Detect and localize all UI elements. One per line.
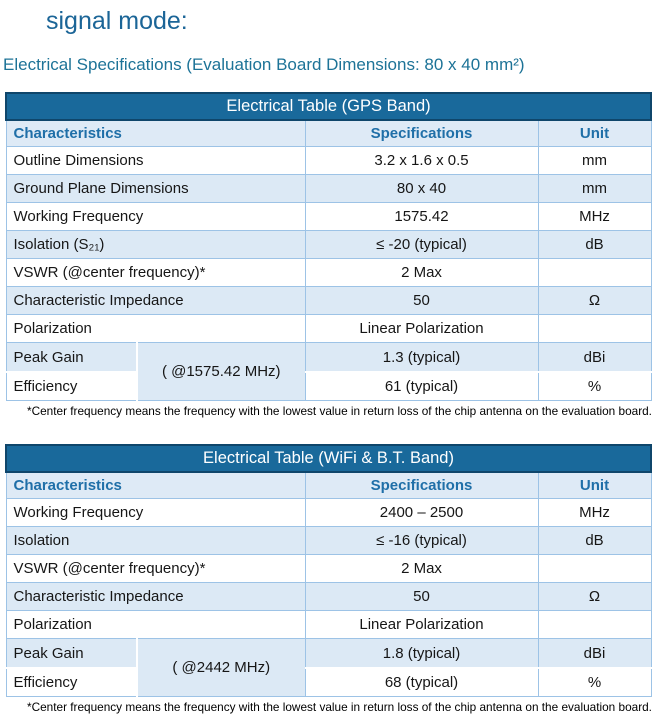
unit-cell: dB xyxy=(537,229,652,259)
gps-table-section: Electrical Table (GPS Band) Characterist… xyxy=(4,92,653,418)
table-header-row: Characteristics Specifications Unit xyxy=(5,471,652,499)
table-row: Efficiency 61 (typical) % xyxy=(5,371,652,401)
characteristic-cell: Working Frequency xyxy=(5,201,306,231)
gps-table: Electrical Table (GPS Band) Characterist… xyxy=(4,92,653,401)
specification-cell: 2 Max xyxy=(304,257,539,287)
table-row: Peak Gain ( @1575.42 MHz) 1.3 (typical) … xyxy=(5,341,652,401)
characteristic-cell: Isolation xyxy=(5,525,306,555)
unit-cell xyxy=(537,313,652,343)
characteristic-cell: Peak Gain xyxy=(5,637,138,670)
unit-cell xyxy=(537,553,652,583)
table-title-row: Electrical Table (WiFi & B.T. Band) xyxy=(4,444,653,474)
specification-cell: 1.8 (typical) xyxy=(304,637,539,670)
column-header-unit: Unit xyxy=(537,471,652,499)
table-row: Characteristic Impedance 50 Ω xyxy=(5,285,652,315)
column-header-specifications: Specifications xyxy=(304,471,539,499)
table-title: Electrical Table (WiFi & B.T. Band) xyxy=(4,444,653,474)
characteristic-cell: VSWR (@center frequency)* xyxy=(5,553,306,583)
specification-cell: 80 x 40 xyxy=(304,173,539,203)
specification-cell: 61 (typical) xyxy=(304,371,539,401)
table-row: Polarization Linear Polarization xyxy=(5,609,652,639)
table-title: Electrical Table (GPS Band) xyxy=(4,92,653,122)
characteristic-cell: Characteristic Impedance xyxy=(5,581,306,611)
specification-cell: Linear Polarization xyxy=(304,609,539,639)
table-row: Polarization Linear Polarization xyxy=(5,313,652,343)
table-row: Characteristic Impedance 50 Ω xyxy=(5,581,652,611)
characteristic-cell: Outline Dimensions xyxy=(5,145,306,175)
specification-cell: 3.2 x 1.6 x 0.5 xyxy=(304,145,539,175)
specification-cell: 1.3 (typical) xyxy=(304,341,539,374)
footnote: *Center frequency means the frequency wi… xyxy=(27,403,652,418)
page-title: signal mode: xyxy=(46,7,188,35)
specification-cell: 2400 – 2500 xyxy=(304,497,539,527)
unit-cell xyxy=(537,609,652,639)
characteristic-cell: Isolation (S₂₁) xyxy=(5,229,306,259)
unit-cell: dBi xyxy=(537,637,652,670)
specification-cell: ≤ -20 (typical) xyxy=(304,229,539,259)
unit-cell: Ω xyxy=(537,285,652,315)
unit-cell: Ω xyxy=(537,581,652,611)
specification-cell: Linear Polarization xyxy=(304,313,539,343)
table-header-row: Characteristics Specifications Unit xyxy=(5,119,652,147)
gain-condition-cell: ( @1575.42 MHz) xyxy=(136,341,306,401)
table-row: Efficiency 68 (typical) % xyxy=(5,667,652,697)
characteristic-cell: Efficiency xyxy=(5,371,138,401)
characteristic-cell: Polarization xyxy=(5,313,306,343)
gain-condition-cell: ( @2442 MHz) xyxy=(136,637,306,697)
table-row: VSWR (@center frequency)* 2 Max xyxy=(5,553,652,583)
table-row: Ground Plane Dimensions 80 x 40 mm xyxy=(5,173,652,203)
table-row: Working Frequency 2400 – 2500 MHz xyxy=(5,497,652,527)
characteristic-cell: Ground Plane Dimensions xyxy=(5,173,306,203)
table-row: Outline Dimensions 3.2 x 1.6 x 0.5 mm xyxy=(5,145,652,175)
characteristic-cell: Polarization xyxy=(5,609,306,639)
specification-cell: ≤ -16 (typical) xyxy=(304,525,539,555)
column-header-characteristics: Characteristics xyxy=(5,119,306,147)
characteristic-cell: Working Frequency xyxy=(5,497,306,527)
wifi-table: Electrical Table (WiFi & B.T. Band) Char… xyxy=(4,444,653,697)
unit-cell: MHz xyxy=(537,201,652,231)
specification-cell: 50 xyxy=(304,581,539,611)
column-header-characteristics: Characteristics xyxy=(5,471,306,499)
table-title-row: Electrical Table (GPS Band) xyxy=(4,92,653,122)
characteristic-cell: Peak Gain xyxy=(5,341,138,374)
table-row: Working Frequency 1575.42 MHz xyxy=(5,201,652,231)
column-header-unit: Unit xyxy=(537,119,652,147)
section-subtitle: Electrical Specifications (Evaluation Bo… xyxy=(3,55,525,74)
table-row: Isolation (S₂₁) ≤ -20 (typical) dB xyxy=(5,229,652,259)
specification-cell: 68 (typical) xyxy=(304,667,539,697)
specification-cell: 2 Max xyxy=(304,553,539,583)
footnote: *Center frequency means the frequency wi… xyxy=(27,699,652,714)
specification-cell: 1575.42 xyxy=(304,201,539,231)
table-row: Peak Gain ( @2442 MHz) 1.8 (typical) dBi xyxy=(5,637,652,697)
characteristic-cell: VSWR (@center frequency)* xyxy=(5,257,306,287)
unit-cell xyxy=(537,257,652,287)
unit-cell: mm xyxy=(537,173,652,203)
specification-cell: 50 xyxy=(304,285,539,315)
unit-cell: % xyxy=(537,667,652,697)
unit-cell: dB xyxy=(537,525,652,555)
unit-cell: dBi xyxy=(537,341,652,374)
table-row: VSWR (@center frequency)* 2 Max xyxy=(5,257,652,287)
wifi-table-section: Electrical Table (WiFi & B.T. Band) Char… xyxy=(4,444,653,714)
unit-cell: % xyxy=(537,371,652,401)
unit-cell: mm xyxy=(537,145,652,175)
table-row: Isolation ≤ -16 (typical) dB xyxy=(5,525,652,555)
column-header-specifications: Specifications xyxy=(304,119,539,147)
characteristic-cell: Efficiency xyxy=(5,667,138,697)
characteristic-cell: Characteristic Impedance xyxy=(5,285,306,315)
unit-cell: MHz xyxy=(537,497,652,527)
